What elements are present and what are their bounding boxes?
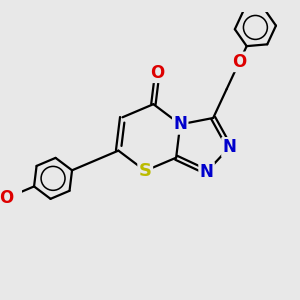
Text: O: O xyxy=(0,189,14,207)
Text: N: N xyxy=(200,163,214,181)
Text: N: N xyxy=(173,116,187,134)
Text: N: N xyxy=(223,138,236,156)
Text: O: O xyxy=(232,53,247,71)
Text: O: O xyxy=(150,64,164,82)
Text: S: S xyxy=(139,162,152,180)
